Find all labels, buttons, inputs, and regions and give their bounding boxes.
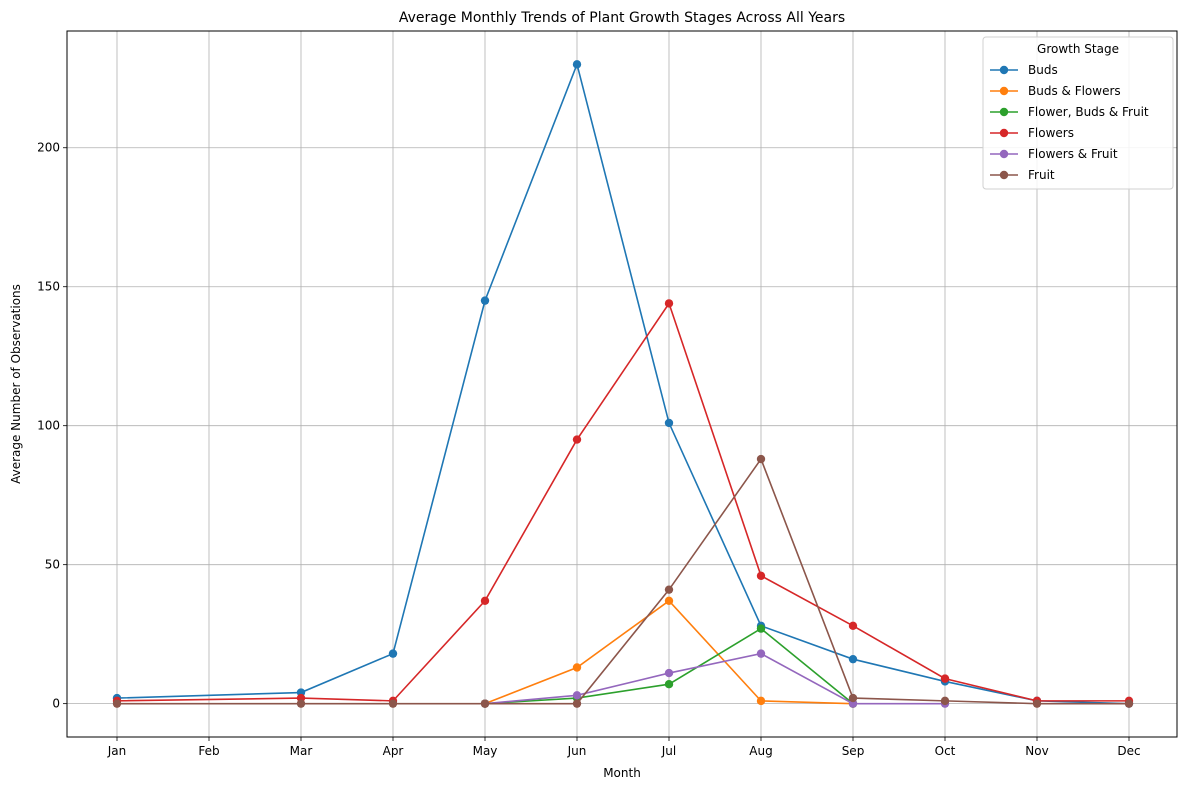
- legend-swatch-marker: [999, 65, 1009, 75]
- legend-swatch-marker: [999, 170, 1009, 180]
- data-point: [664, 668, 674, 678]
- x-tick-label: Feb: [198, 744, 219, 758]
- data-point: [572, 663, 582, 672]
- data-point: [480, 596, 490, 606]
- legend-label: Flowers: [1028, 126, 1074, 140]
- plot-frame: [66, 30, 1178, 738]
- y-tick-label: 0: [52, 697, 60, 711]
- y-tick-label: 150: [37, 280, 60, 294]
- legend-label: Flowers & Fruit: [1028, 147, 1118, 161]
- data-point: [664, 418, 674, 428]
- data-point: [112, 699, 122, 708]
- data-point: [572, 435, 582, 444]
- data-point: [756, 649, 766, 658]
- data-point: [572, 699, 582, 708]
- data-point: [756, 454, 766, 464]
- data-point: [664, 679, 674, 689]
- legend-item: Fruit: [990, 168, 1055, 182]
- x-axis: Jan Feb Mar Apr May Jun Jul Aug Sep Oct Nov Dec: [107, 737, 1141, 758]
- data-point: [572, 691, 582, 700]
- chart-title: Average Monthly Trends of Plant Growth S…: [399, 10, 845, 26]
- x-tick-label: Jul: [661, 744, 676, 758]
- legend-item: Flowers: [990, 126, 1074, 140]
- series-0: [112, 60, 1134, 708]
- data-point: [848, 621, 858, 631]
- legend-label: Buds: [1028, 63, 1058, 77]
- legend-label: Fruit: [1028, 168, 1055, 182]
- x-tick-label: Jun: [567, 744, 587, 758]
- legend-swatch-marker: [999, 107, 1009, 117]
- series-line: [484, 652, 945, 705]
- legend-item: Buds & Flowers: [990, 84, 1121, 98]
- series-layer: [112, 60, 1134, 708]
- data-point: [388, 699, 398, 708]
- x-tick-label: Jan: [107, 744, 127, 758]
- series-5: [112, 454, 1134, 708]
- data-point: [388, 649, 398, 658]
- series-3: [112, 299, 1134, 706]
- x-tick-label: Dec: [1117, 744, 1140, 758]
- legend-item: Flowers & Fruit: [990, 147, 1118, 161]
- x-tick-label: Apr: [383, 744, 404, 758]
- legend-frame: [982, 36, 1174, 190]
- data-point: [756, 696, 766, 706]
- x-tick-label: Nov: [1025, 744, 1048, 758]
- y-tick-label: 200: [37, 141, 60, 155]
- legend: Growth Stage Buds Buds & Flowers Flower, B…: [982, 36, 1174, 190]
- data-point: [940, 696, 950, 706]
- legend-item: Flower, Buds & Fruit: [990, 105, 1149, 119]
- data-point: [572, 60, 582, 69]
- series-line: [117, 457, 1129, 705]
- legend-swatch-marker: [999, 86, 1009, 96]
- data-point: [848, 693, 858, 703]
- x-axis-label: Month: [603, 766, 641, 780]
- data-point: [1124, 699, 1134, 708]
- data-point: [756, 571, 766, 580]
- data-point: [480, 699, 490, 708]
- x-tick-label: May: [473, 744, 498, 758]
- y-axis: 0 50 100 150 200: [37, 141, 67, 711]
- x-tick-label: Mar: [290, 744, 313, 758]
- legend-swatch-marker: [999, 128, 1009, 138]
- data-point: [664, 596, 674, 606]
- data-point: [848, 654, 858, 664]
- x-tick-label: Sep: [842, 744, 865, 758]
- data-point: [480, 296, 490, 305]
- data-point: [664, 299, 674, 308]
- y-axis-label: Average Number of Observations: [9, 284, 23, 484]
- y-tick-label: 100: [37, 419, 60, 433]
- legend-swatch-marker: [999, 149, 1009, 159]
- data-point: [1032, 699, 1042, 708]
- x-tick-label: Aug: [749, 744, 772, 758]
- data-point: [296, 699, 306, 708]
- legend-label: Flower, Buds & Fruit: [1028, 105, 1149, 119]
- legend-title: Growth Stage: [1037, 42, 1119, 56]
- data-point: [940, 674, 950, 683]
- legend-item: Buds: [990, 63, 1058, 77]
- data-point: [756, 624, 766, 633]
- y-tick-label: 50: [45, 558, 60, 572]
- series-line: [116, 61, 1130, 705]
- legend-label: Buds & Flowers: [1028, 84, 1121, 98]
- series-line: [116, 301, 1129, 702]
- x-tick-label: Oct: [935, 744, 956, 758]
- data-point: [664, 585, 674, 594]
